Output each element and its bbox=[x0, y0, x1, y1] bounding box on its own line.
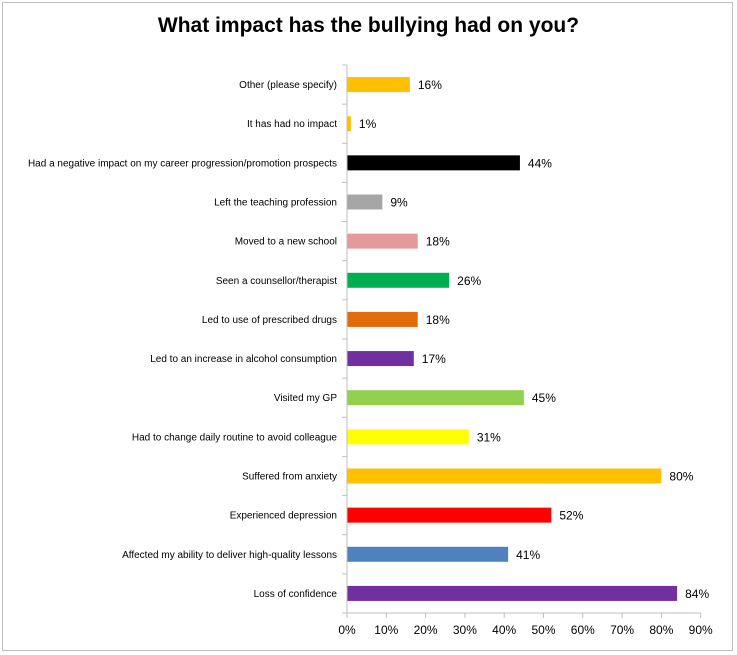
data-label-7: 17% bbox=[422, 352, 446, 366]
x-tick-label-0: 0% bbox=[338, 623, 356, 637]
bar-10 bbox=[347, 468, 662, 484]
x-tick-label-4: 40% bbox=[492, 623, 516, 637]
data-label-13: 84% bbox=[685, 587, 709, 601]
x-tick-label-2: 20% bbox=[414, 623, 438, 637]
bar-2 bbox=[347, 155, 520, 171]
bar-6 bbox=[347, 311, 418, 327]
category-label-7: Led to an increase in alcohol consumptio… bbox=[150, 354, 337, 365]
data-label-1: 1% bbox=[359, 117, 377, 131]
data-label-12: 41% bbox=[516, 548, 540, 562]
bar-1 bbox=[347, 116, 351, 132]
bar-0 bbox=[347, 77, 410, 93]
category-label-6: Led to use of prescribed drugs bbox=[202, 315, 337, 326]
x-tick-label-5: 50% bbox=[531, 623, 555, 637]
data-label-11: 52% bbox=[559, 509, 583, 523]
chart-title: What impact has the bullying had on you? bbox=[157, 14, 580, 37]
category-label-5: Seen a counsellor/therapist bbox=[216, 276, 337, 287]
data-label-10: 80% bbox=[669, 470, 693, 484]
bar-3 bbox=[347, 194, 383, 210]
bar-12 bbox=[347, 546, 509, 562]
x-tick-label-7: 70% bbox=[610, 623, 634, 637]
category-label-9: Had to change daily routine to avoid col… bbox=[132, 432, 338, 443]
data-label-9: 31% bbox=[477, 430, 501, 444]
x-tick-label-9: 90% bbox=[689, 623, 713, 637]
x-tick-label-1: 10% bbox=[374, 623, 398, 637]
data-label-6: 18% bbox=[426, 313, 450, 327]
data-label-3: 9% bbox=[390, 196, 408, 210]
data-label-5: 26% bbox=[457, 274, 481, 288]
data-label-2: 44% bbox=[528, 156, 552, 170]
category-label-0: Other (please specify) bbox=[239, 80, 337, 91]
data-label-0: 16% bbox=[418, 78, 442, 92]
category-label-1: It has had no impact bbox=[247, 119, 337, 130]
x-tick-label-3: 30% bbox=[453, 623, 477, 637]
bar-5 bbox=[347, 272, 450, 288]
category-label-11: Experienced depression bbox=[230, 511, 337, 522]
x-tick-label-8: 80% bbox=[649, 623, 673, 637]
data-label-4: 18% bbox=[426, 235, 450, 249]
category-label-8: Visited my GP bbox=[274, 393, 337, 404]
category-label-4: Moved to a new school bbox=[235, 237, 337, 248]
category-label-13: Loss of confidence bbox=[254, 589, 338, 600]
x-tick-label-6: 60% bbox=[571, 623, 595, 637]
category-label-2: Had a negative impact on my career progr… bbox=[28, 158, 337, 169]
bar-11 bbox=[347, 507, 552, 523]
bar-8 bbox=[347, 390, 524, 406]
bar-13 bbox=[347, 585, 678, 601]
data-label-8: 45% bbox=[532, 391, 556, 405]
bar-9 bbox=[347, 429, 469, 445]
bar-4 bbox=[347, 233, 418, 249]
category-label-12: Affected my ability to deliver high-qual… bbox=[122, 550, 337, 561]
category-label-10: Suffered from anxiety bbox=[242, 472, 337, 483]
bar-7 bbox=[347, 351, 414, 367]
category-label-3: Left the teaching profession bbox=[214, 198, 337, 209]
